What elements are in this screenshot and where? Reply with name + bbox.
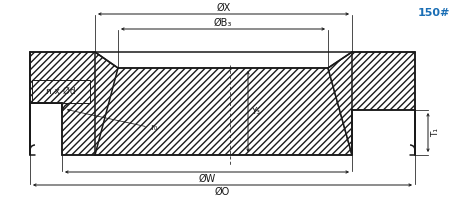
Polygon shape — [30, 52, 118, 155]
Text: n x Ød: n x Ød — [46, 87, 76, 96]
Polygon shape — [327, 52, 414, 155]
Text: T₁: T₁ — [430, 128, 439, 137]
Text: 150#: 150# — [417, 8, 449, 18]
Text: r₀: r₀ — [150, 122, 157, 132]
Text: ØX: ØX — [216, 3, 230, 13]
Text: ØW: ØW — [198, 174, 215, 183]
Text: ØO: ØO — [214, 186, 230, 197]
Polygon shape — [95, 68, 351, 155]
Bar — [32, 80, 90, 103]
Text: ØB₃: ØB₃ — [213, 18, 232, 28]
Text: Y₃: Y₃ — [251, 107, 259, 116]
